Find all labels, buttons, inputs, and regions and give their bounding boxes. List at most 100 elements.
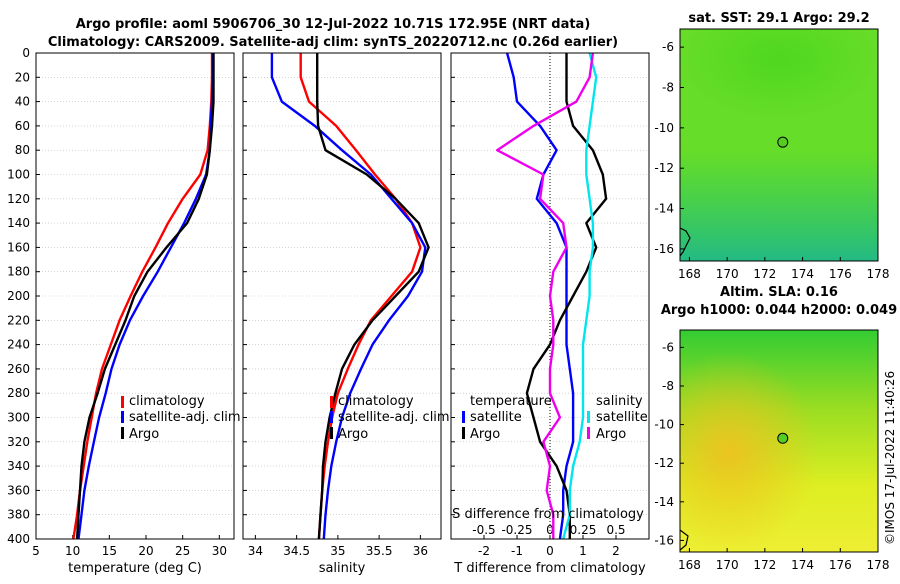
sst-map-axes: 168 170 172 174 176 178 -6 -8 -10 -12 -14 -16 (654, 40, 889, 281)
x-tick-label: 34 (248, 544, 263, 558)
map-x-tick-label: 174 (791, 267, 814, 281)
sla-map-axes: 168 170 172 174 176 178 -6 -8 -10 -12 -14 -16 (654, 340, 889, 572)
depth-tick-label: 60 (15, 119, 30, 133)
legend-sal-argo: Argo (596, 427, 626, 442)
legend-satellite: satellite-adj. clim (338, 410, 450, 425)
legend-swatch-temp-satellite (462, 411, 465, 423)
legend-swatch-sal-argo (587, 427, 590, 439)
depth-tick-label: 300 (7, 411, 30, 425)
legend-argo: Argo (129, 427, 159, 442)
series-line-salinity-argo (496, 53, 595, 539)
series-group (72, 53, 215, 539)
depth-tick-label: 340 (7, 459, 30, 473)
legend-argo: Argo (338, 427, 368, 442)
map-x-tick-label: 170 (716, 267, 739, 281)
depth-tick-label: 240 (7, 338, 30, 352)
sst-map-title: sat. SST: 29.1 Argo: 29.2 (688, 11, 869, 26)
depth-tick-label: 0 (22, 46, 30, 60)
sst-field-cool-south (680, 150, 878, 261)
map-y-tick-label: -12 (654, 161, 674, 175)
series-line-argo (316, 53, 430, 539)
x-tick-label: 25 (175, 544, 190, 558)
title-line-1: Argo profile: aoml 5906706_30 12-Jul-202… (76, 17, 591, 32)
map-x-tick-label: 172 (753, 558, 776, 572)
top-x-tick-label: -0.5 (472, 523, 495, 537)
depth-tick-label: 280 (7, 386, 30, 400)
depth-tick-label: 20 (15, 70, 30, 84)
x-tick-label: 36 (413, 544, 428, 558)
sst-map: sat. SST: 29.1 Argo: 29.2 168 170 172 174 17… (654, 11, 889, 281)
x-tick-label: 35 (330, 544, 345, 558)
map-x-tick-label: 178 (867, 267, 890, 281)
panel-frame (450, 52, 650, 540)
legend-swatch-temp-argo (462, 427, 465, 439)
top-x-tick-label: 0.5 (606, 523, 625, 537)
x-tick-label: 15 (102, 544, 117, 558)
depth-tick-label: 40 (15, 95, 30, 109)
map-y-tick-label: -14 (654, 495, 674, 509)
panel-frame (242, 52, 442, 540)
legend-climatology: climatology (129, 394, 205, 409)
x-tick-label: -2 (478, 544, 490, 558)
map-x-tick-label: 176 (829, 267, 852, 281)
sla-map: Altim. SLA: 0.16 Argo h1000: 0.044 h2000… (654, 285, 897, 572)
sst-field-warm-band (680, 29, 878, 149)
depth-tick-label: 120 (7, 192, 30, 206)
salinity-xlabel: salinity (319, 561, 366, 576)
x-tick-label: 35.5 (366, 544, 393, 558)
x-tick-label: 1 (579, 544, 587, 558)
top-x-tick-label: -0.25 (501, 523, 532, 537)
depth-tick-label: 220 (7, 313, 30, 327)
sla-map-frame (679, 329, 879, 553)
depth-tick-label: 100 (7, 168, 30, 182)
depth-tick-label: 200 (7, 289, 30, 303)
salinity-legend: climatology satellite-adj. clim Argo (330, 394, 450, 442)
title-line-2: Climatology: CARS2009. Satellite-adj cli… (48, 35, 618, 50)
map-y-tick-label: -10 (654, 121, 674, 135)
sst-map-frame (679, 28, 879, 262)
sla-coastline (680, 529, 689, 551)
legend-swatch-satellite (121, 411, 124, 423)
legend-sal-satellite: satellite (596, 410, 648, 425)
map-y-tick-label: -10 (654, 418, 674, 432)
difference-legend: temperature satellite Argo salinity sate… (462, 394, 648, 442)
map-y-tick-label: -16 (654, 242, 674, 256)
legend-climatology: climatology (338, 394, 414, 409)
legend-swatch-climatology (121, 396, 124, 408)
legend-swatch-climatology (330, 396, 333, 408)
map-x-tick-label: 168 (678, 558, 701, 572)
depth-tick-label: 160 (7, 240, 30, 254)
depth-tick-label: 80 (15, 143, 30, 157)
depth-tick-label: 180 (7, 265, 30, 279)
series-group (270, 53, 430, 539)
legend-temp-satellite: satellite (470, 410, 522, 425)
temperature-xlabel: temperature (deg C) (68, 561, 202, 576)
x-tick-label: 0 (546, 544, 554, 558)
x-tick-label: 30 (212, 544, 227, 558)
legend-swatch-satellite (330, 411, 333, 423)
map-y-tick-label: -8 (662, 81, 674, 95)
legend-swatch-sal-satellite (587, 411, 590, 423)
series-line-climatology (299, 53, 422, 539)
x-tick-label: -1 (511, 544, 523, 558)
salinity-panel: 34 34.5 35 35.5 36 (242, 52, 442, 558)
map-y-tick-label: -6 (662, 340, 674, 354)
map-x-tick-label: 178 (867, 558, 890, 572)
map-x-tick-label: 174 (791, 558, 814, 572)
series-line-temperature-argo (525, 53, 608, 539)
legend-swatch-argo (330, 427, 333, 439)
x-tick-label: 5 (32, 544, 40, 558)
series-line-satellite-adj-clim (270, 53, 427, 539)
legend-temperature-heading: temperature (470, 394, 552, 409)
depth-tick-label: 140 (7, 216, 30, 230)
series-line-salinity-satellite (562, 53, 598, 539)
imos-stamp: ©IMOS 17-Jul-2022 11:40:26 (883, 371, 897, 545)
x-tick-label: 20 (138, 544, 153, 558)
temperature-legend: climatology satellite-adj. clim Argo (121, 394, 241, 442)
depth-tick-label: 400 (7, 532, 30, 546)
legend-salinity-heading: salinity (596, 394, 643, 409)
map-y-tick-label: -12 (654, 456, 674, 470)
map-x-tick-label: 176 (829, 558, 852, 572)
series-line-argo (75, 53, 215, 539)
